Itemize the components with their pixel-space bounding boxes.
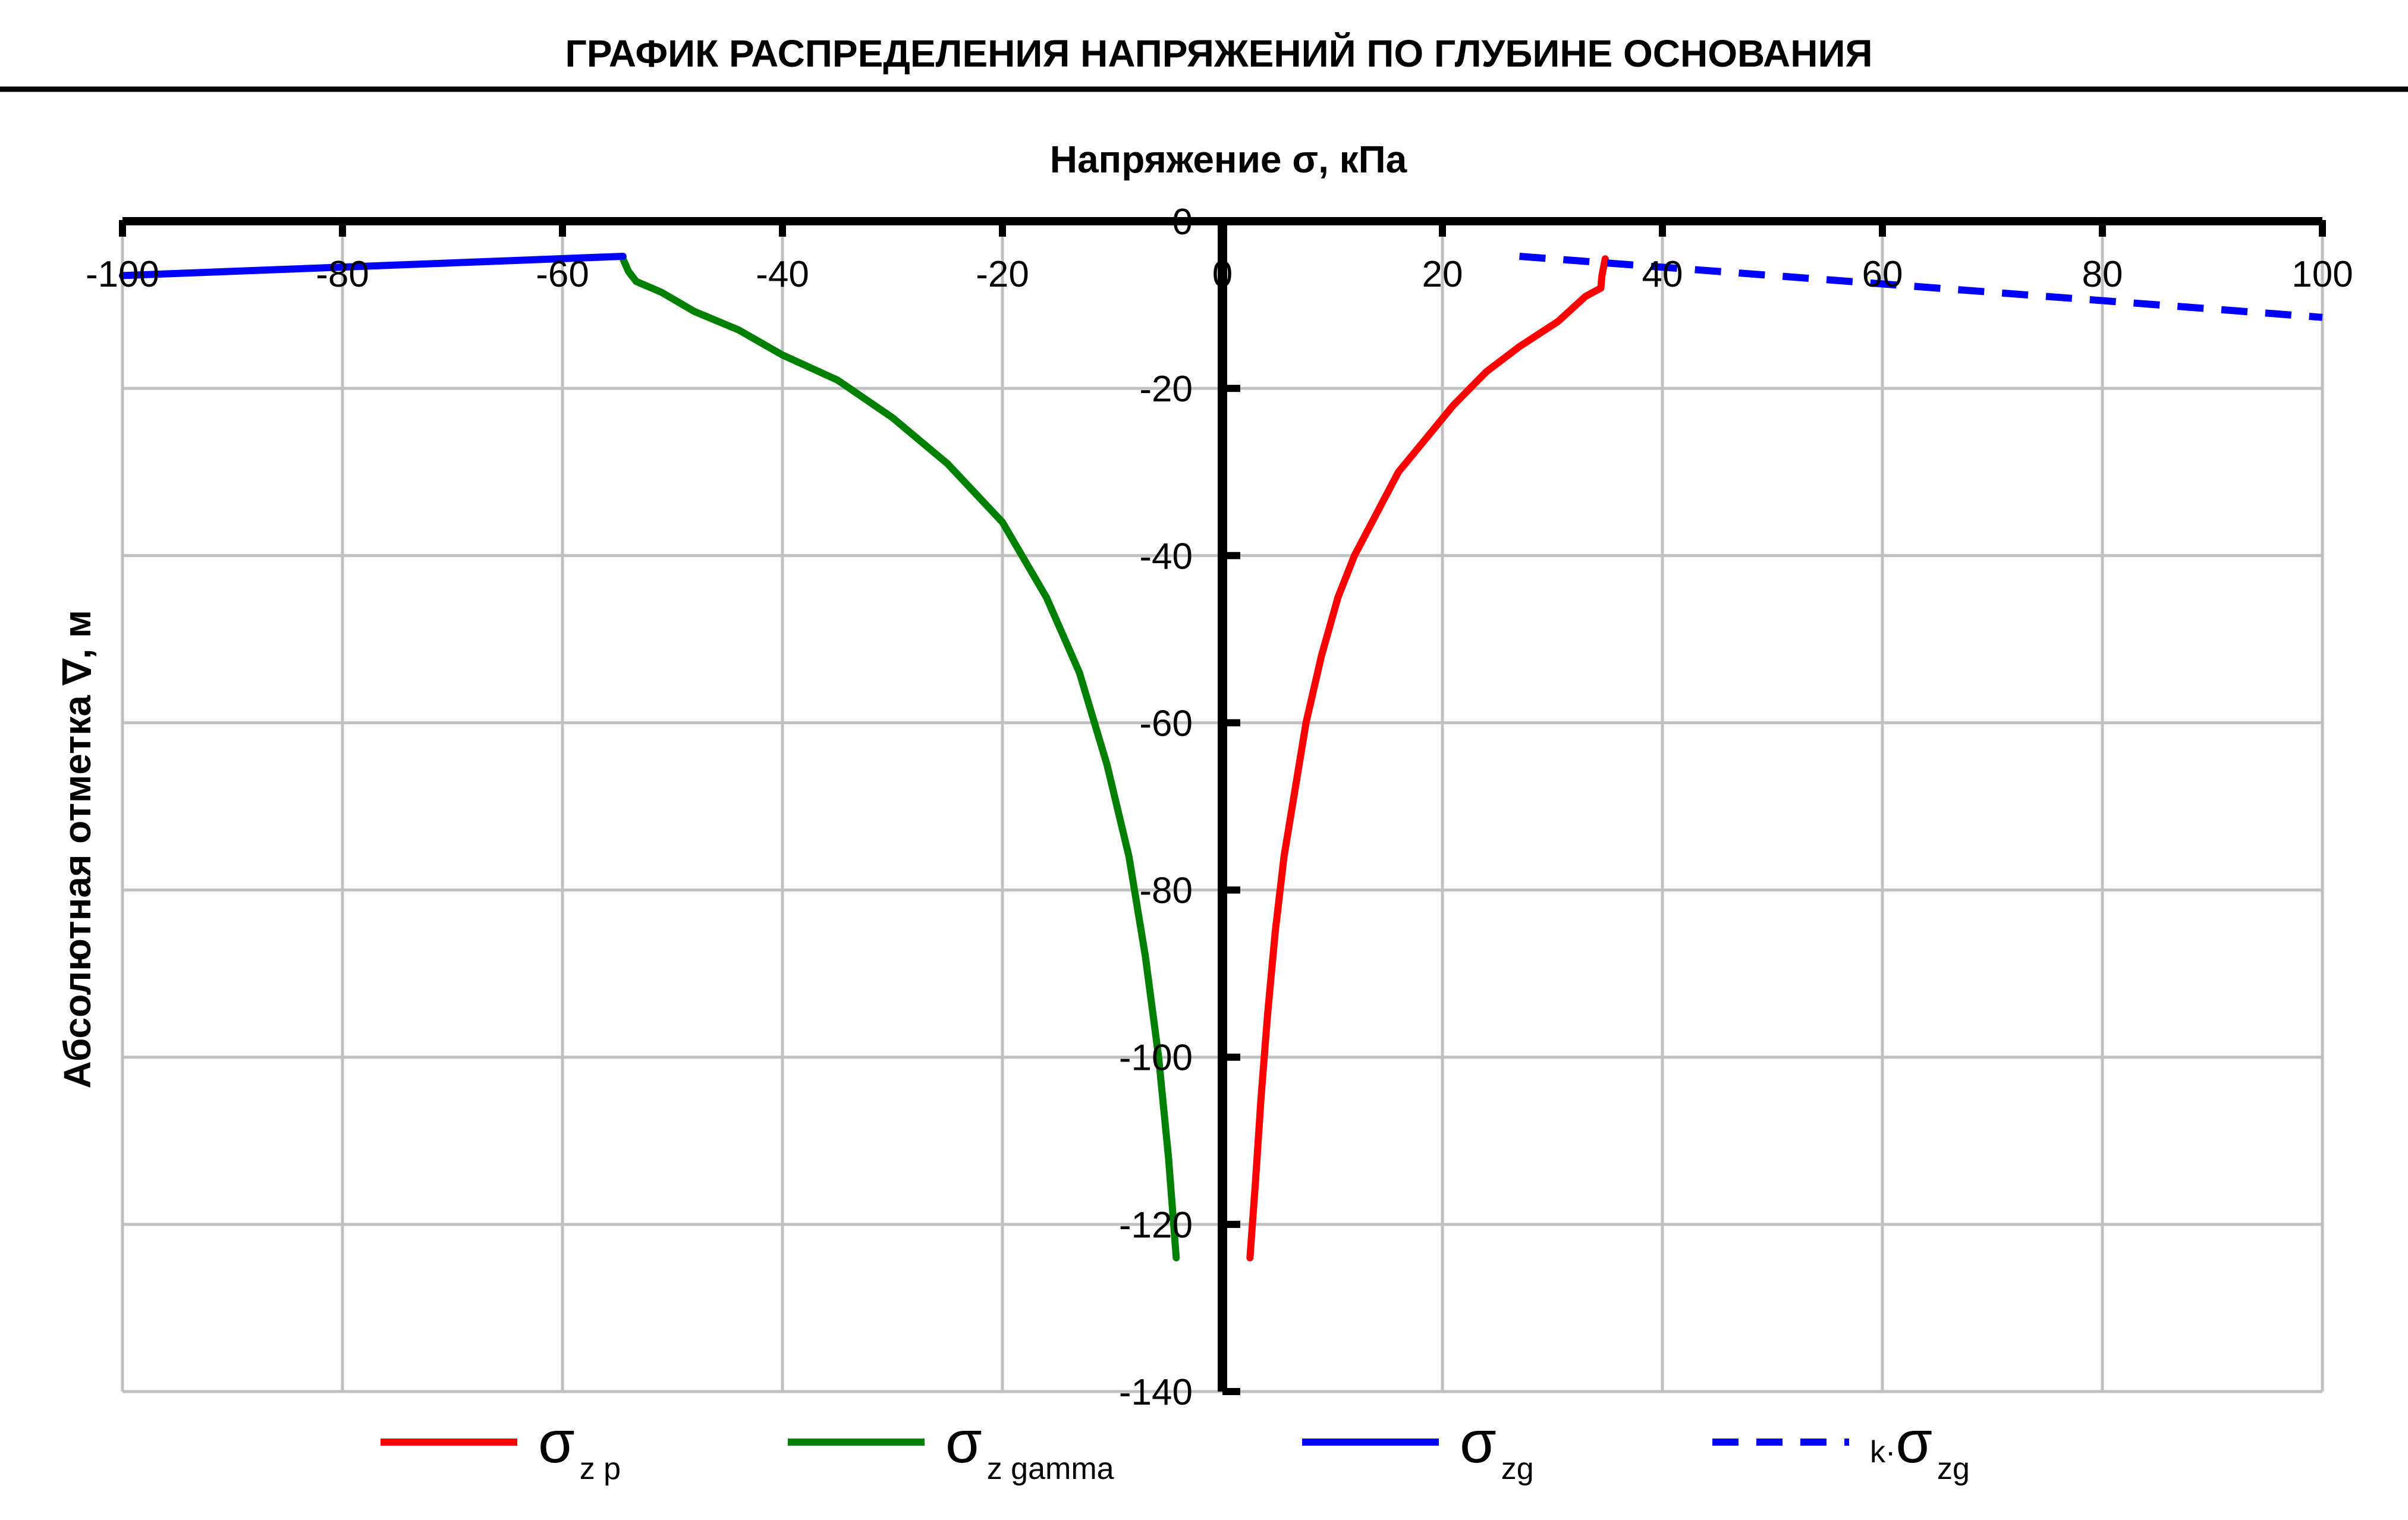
y-tick-label: -100 <box>1119 1038 1193 1079</box>
x-tick-label: -80 <box>316 254 369 295</box>
legend-label: σ zg <box>1460 1409 1534 1486</box>
axes <box>119 217 2326 1395</box>
x-tick-label: 100 <box>2291 254 2353 295</box>
x-tick-label: -60 <box>536 254 589 295</box>
x-tick-label: 0 <box>1212 254 1233 295</box>
y-tick-label: 0 <box>1172 202 1193 243</box>
x-tick-label: 20 <box>1422 254 1463 295</box>
series-line <box>619 255 1180 1262</box>
legend-label: k·σ zg <box>1870 1409 1970 1486</box>
series-line <box>1519 253 2323 321</box>
y-tick-label: -80 <box>1139 871 1193 912</box>
y-tick-label: -20 <box>1139 369 1193 410</box>
x-tick-label: 40 <box>1642 254 1683 295</box>
x-tick-label: -20 <box>976 254 1029 295</box>
series-line <box>1246 255 1609 1262</box>
chart-title: ГРАФИК РАСПРЕДЕЛЕНИЯ НАПРЯЖЕНИЙ ПО ГЛУБИ… <box>565 32 1873 75</box>
x-tick-label: 60 <box>1862 254 1903 295</box>
x-tick-label: -40 <box>756 254 809 295</box>
y-tick-label: -60 <box>1139 703 1193 744</box>
tick-labels: -100 -80 -60 -40 -20 0 20 40 60 80 100 0 -20 -40 -60 -8… <box>86 202 2353 1413</box>
series-line <box>119 253 627 279</box>
y-axis-title: Абсолютная отметка ∇, м <box>56 610 99 1089</box>
y-tick-label: -120 <box>1119 1205 1193 1246</box>
x-tick-label: 80 <box>2082 254 2123 295</box>
y-tick-label: -40 <box>1139 536 1193 577</box>
x-tick-label: -100 <box>86 254 159 295</box>
series-layer <box>119 253 2323 1262</box>
y-tick-label: -140 <box>1119 1372 1193 1413</box>
x-axis-title: Напряжение σ, кПа <box>1050 138 1407 181</box>
